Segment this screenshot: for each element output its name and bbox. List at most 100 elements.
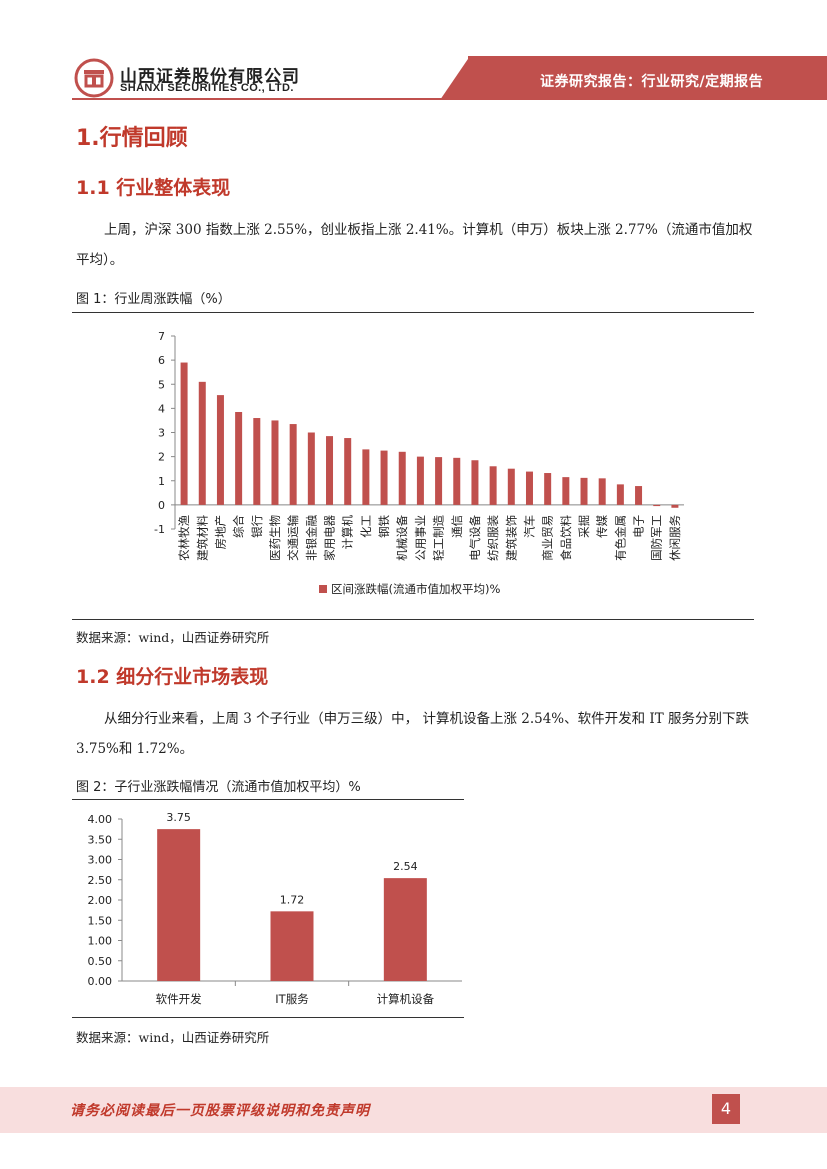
company-logo [74, 58, 114, 98]
bar [344, 438, 352, 505]
bar [157, 829, 201, 981]
bar [580, 477, 588, 505]
bar [598, 478, 606, 505]
x-category-label: 建筑材料 [195, 514, 209, 560]
figure-bottom-rule [72, 619, 754, 620]
bar [289, 424, 297, 505]
figure-bottom-rule [72, 1017, 464, 1018]
bar [489, 466, 497, 505]
bar [398, 451, 406, 505]
bar [416, 456, 424, 505]
x-category-label: IT服务 [275, 992, 309, 1006]
header-divider [72, 98, 827, 100]
x-category-label: 纺织服装 [486, 514, 500, 560]
figure-title: 图 2：子行业涨跌幅情况（流通市值加权平均）% [76, 780, 361, 795]
subindustry-change-chart: 0.00 0.50 1.00 1.50 2.00 2.50 3.00 3.50 4.00 软件开… [88, 811, 462, 1006]
bar [362, 449, 370, 505]
section-title: 1.行情回顾 [76, 126, 188, 151]
y-tick-label: 1.50 [88, 914, 113, 927]
x-category-label: 电子 [632, 515, 646, 538]
subsection-title: 1.2 细分行业市场表现 [76, 666, 269, 688]
data-label: 3.75 [166, 811, 191, 824]
x-category-label: 计算机 [341, 514, 355, 549]
bar [635, 486, 643, 505]
bar [671, 504, 679, 508]
x-category-label: 计算机设备 [377, 992, 435, 1006]
x-category-label: 商业贸易 [541, 515, 555, 561]
y-tick-label: 5 [158, 378, 165, 391]
bar [271, 420, 279, 505]
y-tick-label: 4.00 [88, 813, 113, 826]
bar [380, 450, 388, 505]
x-category-label: 电气设备 [468, 514, 482, 560]
y-tick-label: 0.50 [88, 955, 113, 968]
y-tick-label: 0 [158, 499, 165, 512]
bar [307, 432, 315, 505]
x-category-label: 银行 [250, 515, 264, 538]
data-label: 1.72 [280, 893, 305, 906]
bar [653, 504, 661, 507]
x-category-label: 非银金融 [304, 514, 318, 560]
x-category-label: 医药生物 [268, 515, 282, 561]
x-category-label: 国防军工 [650, 515, 664, 561]
header-band-slant [440, 56, 470, 100]
y-tick-label: 3 [158, 427, 165, 440]
bar [198, 381, 206, 505]
y-tick-label: 2.50 [88, 874, 113, 887]
bar [507, 468, 515, 505]
x-category-label: 农林牧渔 [177, 515, 191, 561]
y-tick-label: 3.50 [88, 833, 113, 846]
x-category-label: 轻工制造 [432, 514, 446, 560]
y-tick-label: 2.00 [88, 894, 113, 907]
y-tick-label: 1.00 [88, 935, 113, 948]
header-band [468, 56, 827, 100]
x-category-label: 化工 [359, 515, 373, 538]
y-tick-label: 1 [158, 475, 165, 488]
page-number: 4 [712, 1094, 740, 1124]
figure-title: 图 1：行业周涨跌幅（%） [76, 292, 231, 307]
figure-top-rule [72, 312, 754, 313]
x-category-label: 机械设备 [395, 514, 409, 560]
y-tick-label: 7 [158, 330, 165, 343]
figure-top-rule [72, 799, 464, 800]
bar [235, 411, 243, 505]
data-label: 2.54 [393, 860, 418, 873]
y-tick-label: 3.00 [88, 854, 113, 867]
bar [180, 362, 188, 505]
x-category-label: 软件开发 [156, 992, 202, 1006]
bar [383, 878, 427, 981]
figure-source: 数据来源：wind，山西证券研究所 [76, 1030, 270, 1045]
company-name-en: SHANXI SECURITIES CO., LTD. [120, 82, 294, 94]
y-tick-label: 0.00 [88, 975, 113, 988]
x-category-label: 通信 [450, 515, 464, 538]
x-category-label: 综合 [232, 514, 246, 537]
x-category-label: 采掘 [577, 515, 591, 538]
figure-source: 数据来源：wind，山西证券研究所 [76, 630, 270, 645]
x-category-label: 汽车 [522, 515, 536, 538]
bar [544, 473, 552, 505]
industry-weekly-change-chart: -1 0 1 2 3 4 5 6 7 农林牧渔 建筑材料 房地产 综合 银行 医药生物 交通运输 非银金融 家用… [154, 330, 684, 596]
paragraph: 从细分行业来看，上周 3 个子行业（申万三级）中， 计算机设备上涨 2.54%、… [76, 711, 750, 757]
bar [471, 460, 479, 505]
disclaimer-text: 请务必阅读最后一页股票评级说明和免责声明 [70, 1103, 370, 1119]
y-tick-label: 6 [158, 354, 165, 367]
x-category-label: 交通运输 [286, 514, 300, 560]
bar [326, 436, 334, 505]
x-category-label: 传媒 [595, 514, 609, 537]
paragraph: 上周，沪深 300 指数上涨 2.55%，创业板指上涨 2.41%。计算机（申万… [76, 222, 753, 268]
x-category-label: 建筑装饰 [504, 515, 518, 561]
y-tick-label: -1 [154, 523, 165, 536]
company-name-cn: 山西证券股份有限公司 [120, 67, 300, 87]
x-category-label: 钢铁 [377, 514, 391, 537]
x-category-label: 公用事业 [413, 515, 427, 561]
x-category-label: 食品饮料 [559, 514, 573, 560]
bar [562, 477, 570, 505]
bar [253, 418, 261, 505]
report-type: 证券研究报告：行业研究/定期报告 [540, 74, 764, 90]
bar [616, 484, 624, 505]
legend-label: 区间涨跌幅(流通市值加权平均)% [331, 582, 500, 596]
x-category-label: 家用电器 [323, 514, 337, 560]
subsection-title: 1.1 行业整体表现 [76, 177, 231, 199]
x-category-label: 有色金属 [613, 515, 627, 561]
bar [216, 395, 224, 505]
